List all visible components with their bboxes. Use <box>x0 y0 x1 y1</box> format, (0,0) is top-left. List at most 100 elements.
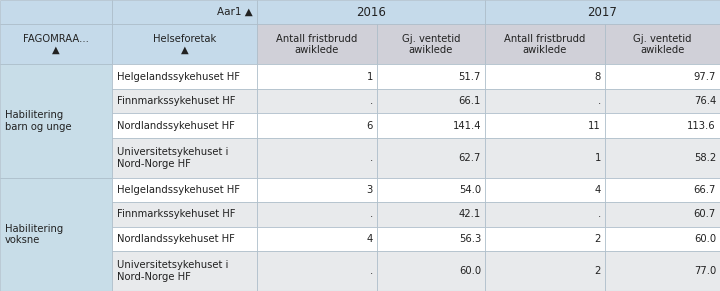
Text: 76.4: 76.4 <box>694 96 716 106</box>
Bar <box>605 202 720 227</box>
Text: 2017: 2017 <box>588 6 618 19</box>
Bar <box>605 251 720 291</box>
Text: .: . <box>370 153 373 163</box>
Text: Helseforetak
▲: Helseforetak ▲ <box>153 34 216 55</box>
Text: Helgelandssykehuset HF: Helgelandssykehuset HF <box>117 72 240 82</box>
Bar <box>485 251 605 291</box>
Bar <box>112 0 257 24</box>
Bar <box>485 202 605 227</box>
Bar <box>377 227 485 251</box>
Bar <box>485 113 605 138</box>
Text: 60.0: 60.0 <box>694 234 716 244</box>
Bar <box>485 89 605 113</box>
Text: Aar1 ▲: Aar1 ▲ <box>217 7 253 17</box>
Bar <box>112 113 257 138</box>
Text: 2: 2 <box>595 234 601 244</box>
Bar <box>377 89 485 113</box>
Text: 3: 3 <box>366 185 373 195</box>
Bar <box>257 227 377 251</box>
Text: 42.1: 42.1 <box>459 209 481 219</box>
Text: 58.2: 58.2 <box>694 153 716 163</box>
Bar <box>605 138 720 178</box>
Text: 97.7: 97.7 <box>693 72 716 82</box>
Text: 77.0: 77.0 <box>694 266 716 276</box>
Bar <box>112 251 257 291</box>
Bar <box>112 202 257 227</box>
Text: 60.0: 60.0 <box>459 266 481 276</box>
Text: Gj. ventetid
awiklede: Gj. ventetid awiklede <box>402 34 460 55</box>
Bar <box>605 24 720 64</box>
Text: 1: 1 <box>595 153 601 163</box>
Bar <box>257 64 377 89</box>
Text: 51.7: 51.7 <box>459 72 481 82</box>
Text: 8: 8 <box>595 72 601 82</box>
Text: .: . <box>598 96 601 106</box>
Text: Antall fristbrudd
awiklede: Antall fristbrudd awiklede <box>504 34 585 55</box>
Bar <box>377 24 485 64</box>
Bar <box>112 89 257 113</box>
Text: FAGOMRAA...
▲: FAGOMRAA... ▲ <box>23 34 89 55</box>
Bar <box>0 64 112 178</box>
Text: 66.7: 66.7 <box>693 185 716 195</box>
Text: Nordlandssykehuset HF: Nordlandssykehuset HF <box>117 234 235 244</box>
Text: Helgelandssykehuset HF: Helgelandssykehuset HF <box>117 185 240 195</box>
Text: Habilitering
barn og unge: Habilitering barn og unge <box>5 110 71 132</box>
Bar <box>377 64 485 89</box>
Bar <box>257 138 377 178</box>
Bar <box>605 64 720 89</box>
Text: Antall fristbrudd
awiklede: Antall fristbrudd awiklede <box>276 34 358 55</box>
Bar <box>257 178 377 202</box>
Text: Universitetsykehuset i
Nord-Norge HF: Universitetsykehuset i Nord-Norge HF <box>117 260 228 282</box>
Text: .: . <box>598 209 601 219</box>
Bar <box>605 113 720 138</box>
Bar <box>112 227 257 251</box>
Text: 4: 4 <box>595 185 601 195</box>
Text: .: . <box>370 209 373 219</box>
Bar <box>257 24 377 64</box>
Text: 2: 2 <box>595 266 601 276</box>
Bar <box>377 202 485 227</box>
Bar <box>112 24 257 64</box>
Text: .: . <box>370 266 373 276</box>
Bar <box>112 138 257 178</box>
Text: 113.6: 113.6 <box>688 120 716 130</box>
Bar <box>377 178 485 202</box>
Text: Gj. ventetid
awiklede: Gj. ventetid awiklede <box>634 34 692 55</box>
Text: 6: 6 <box>366 120 373 130</box>
Bar <box>0 24 112 64</box>
Bar <box>257 113 377 138</box>
Bar <box>0 178 112 291</box>
Bar <box>257 251 377 291</box>
Text: Habilitering
voksne: Habilitering voksne <box>5 223 63 245</box>
Bar <box>485 227 605 251</box>
Text: 2016: 2016 <box>356 6 386 19</box>
Text: Finnmarkssykehuset HF: Finnmarkssykehuset HF <box>117 96 235 106</box>
Bar <box>605 178 720 202</box>
Bar <box>485 138 605 178</box>
Bar <box>605 89 720 113</box>
Bar <box>485 64 605 89</box>
Bar <box>257 89 377 113</box>
Text: .: . <box>370 96 373 106</box>
Bar <box>257 202 377 227</box>
Text: 141.4: 141.4 <box>452 120 481 130</box>
Text: 62.7: 62.7 <box>459 153 481 163</box>
Bar <box>377 138 485 178</box>
Bar <box>485 178 605 202</box>
Text: 60.7: 60.7 <box>694 209 716 219</box>
Bar <box>112 178 257 202</box>
Text: 66.1: 66.1 <box>459 96 481 106</box>
Bar <box>605 227 720 251</box>
Bar <box>257 0 485 24</box>
Text: 1: 1 <box>366 72 373 82</box>
Text: 11: 11 <box>588 120 601 130</box>
Bar <box>112 64 257 89</box>
Bar <box>377 113 485 138</box>
Bar <box>485 0 720 24</box>
Text: 4: 4 <box>366 234 373 244</box>
Bar <box>377 251 485 291</box>
Text: 54.0: 54.0 <box>459 185 481 195</box>
Text: Finnmarkssykehuset HF: Finnmarkssykehuset HF <box>117 209 235 219</box>
Bar <box>485 24 605 64</box>
Text: Universitetsykehuset i
Nord-Norge HF: Universitetsykehuset i Nord-Norge HF <box>117 147 228 168</box>
